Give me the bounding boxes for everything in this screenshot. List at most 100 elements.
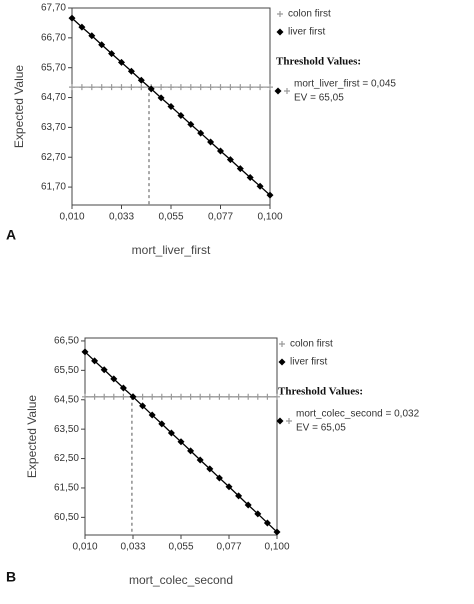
plus-marker [197,84,204,91]
diamond-marker [196,456,204,464]
plus-marker [207,84,214,91]
x-tick-label: 0,010 [72,542,97,553]
y-tick-label: 64,50 [54,394,79,405]
plus-marker [267,84,273,91]
plus-marker [168,84,174,91]
diamond-marker [91,357,99,365]
plus-marker [216,393,223,400]
diamond-marker [187,120,195,128]
plus-marker [217,84,224,91]
plus-marker [178,393,184,400]
diamond-marker [226,156,234,164]
legend-marker [276,28,284,36]
y-axis-label: Expected Value [12,65,26,148]
annotation-line: mort_liver_first = 0,045 [294,79,396,90]
y-tick-label: 67,70 [41,3,66,14]
diamond-marker [68,14,76,22]
legend-label: colon first [288,9,331,20]
diamond-marker [139,402,147,410]
diamond-marker [217,147,224,155]
plus-marker [227,84,234,91]
plus-marker [264,393,271,400]
diamond-marker [273,528,281,536]
y-tick-label: 65,50 [54,365,79,376]
diamond-marker [197,129,205,137]
x-tick-label: 0,100 [264,542,289,553]
plus-marker [98,84,105,91]
diamond-marker [225,483,233,491]
legend-marker [278,358,286,366]
plus-marker [139,393,146,400]
diamond-marker [110,375,118,383]
plus-marker [110,393,117,400]
plus-marker [158,84,165,91]
annotation-title: Threshold Values: [278,386,363,398]
diamond-marker [98,41,106,49]
plus-marker [257,84,264,91]
plus-marker [69,84,75,91]
diamond-marker [256,182,264,190]
diamond-marker [254,510,262,518]
plus-marker [78,84,85,91]
x-axis-label: mort_colec_second [129,573,233,587]
plus-marker [237,84,244,91]
diamond-marker [158,420,166,428]
diamond-marker [119,384,127,392]
y-axis-label: Expected Value [25,395,39,478]
annotation-marker [274,87,282,95]
diamond-marker [207,138,215,146]
x-tick-label: 0,100 [257,212,282,223]
x-axis-label: mort_liver_first [132,243,211,257]
diamond-marker [88,32,96,40]
diamond-marker [246,174,254,182]
plus-marker [206,393,213,400]
x-tick-label: 0,010 [59,212,84,223]
y-tick-label: 66,50 [54,336,79,347]
x-tick-label: 0,055 [158,212,183,223]
legend-label: liver first [290,357,327,368]
x-tick-label: 0,077 [208,212,233,223]
y-tick-label: 63,70 [41,122,66,133]
plus-marker [177,84,184,91]
y-tick-label: 61,50 [54,483,79,494]
diamond-marker [167,429,175,437]
plus-marker [245,393,252,400]
annotation-line: EV = 65,05 [296,423,346,434]
legend-marker [277,11,283,17]
plus-marker [138,84,145,91]
y-tick-label: 63,50 [54,424,79,435]
plus-marker [226,393,232,400]
legend-marker [279,341,285,347]
diamond-marker [266,191,274,199]
diamond-marker [81,348,89,356]
y-tick-label: 65,70 [41,62,66,73]
plus-marker [101,393,108,400]
diamond-marker [177,438,185,446]
diamond-marker [157,94,165,102]
diamond-marker [108,50,116,58]
diamond-marker [187,447,195,455]
plus-marker [91,393,98,400]
annotation-title: Threshold Values: [276,56,361,68]
diamond-marker [148,411,156,419]
plus-marker [187,393,194,400]
x-tick-label: 0,077 [216,542,241,553]
diamond-marker [137,76,145,84]
plus-marker [235,393,242,400]
diamond-marker [78,23,86,31]
plus-marker [168,393,175,400]
diamond-marker [244,501,252,509]
panel-label: B [6,569,16,585]
diamond-marker [263,519,271,527]
y-tick-label: 60,50 [54,512,79,523]
plus-marker [128,84,135,91]
plus-marker [197,393,204,400]
plus-marker [254,393,261,400]
plus-marker [149,393,156,400]
x-tick-label: 0,033 [120,542,145,553]
x-tick-label: 0,033 [109,212,134,223]
diamond-marker [206,465,214,473]
legend-label: liver first [288,27,325,38]
plus-marker [82,393,88,400]
